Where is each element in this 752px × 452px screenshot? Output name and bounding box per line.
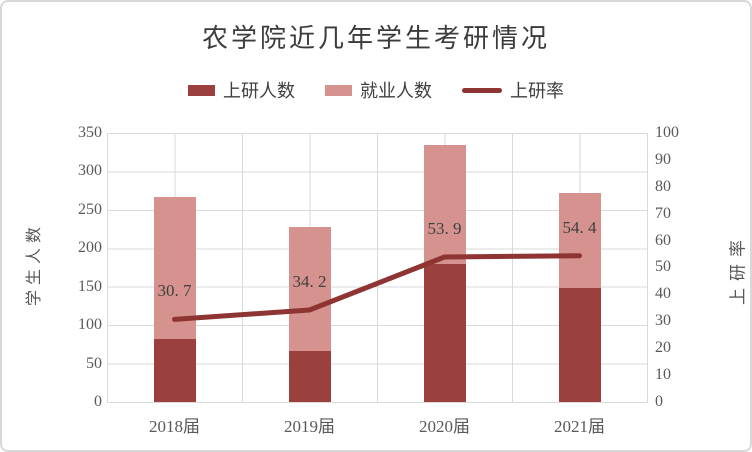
right-tick-label: 50 <box>655 258 671 276</box>
pink-bar-swatch-icon <box>325 84 352 96</box>
bar-segment-上研人数-2018届 <box>153 338 196 402</box>
data-label-2018届: 30. 7 <box>157 281 192 301</box>
legend-item-shangyan-lv: 上研率 <box>462 77 564 103</box>
right-tick-label: 0 <box>655 392 663 410</box>
left-tick-label: 150 <box>78 277 102 295</box>
data-label-2019届: 34. 2 <box>292 272 327 291</box>
x-tick-label: 2019届 <box>284 417 335 436</box>
legend: 上研人数 就业人数 上研率 <box>2 78 750 102</box>
left-tick-label: 300 <box>78 162 102 180</box>
right-tick-label: 60 <box>655 231 671 249</box>
bar-segment-上研人数-2020届 <box>423 263 466 402</box>
left-tick-label: 250 <box>78 200 102 218</box>
left-tick-label: 50 <box>86 354 102 372</box>
legend-label: 就业人数 <box>360 81 432 101</box>
right-tick-label: 80 <box>655 177 671 195</box>
line-swatch-icon <box>462 87 502 93</box>
data-label-2021届: 54. 4 <box>562 217 597 237</box>
right-axis-title: 上研率 <box>728 233 748 305</box>
x-tick-label: 2018届 <box>149 417 200 436</box>
x-tick-label: 2021届 <box>554 417 605 436</box>
right-tick-label: 40 <box>655 285 671 303</box>
right-tick-label: 30 <box>655 312 671 330</box>
right-tick-label: 90 <box>655 150 671 168</box>
bar-segment-就业人数-2019届 <box>288 226 331 351</box>
left-tick-label: 100 <box>78 316 102 334</box>
bar-segment-上研人数-2021届 <box>558 288 601 402</box>
x-tick-label: 2020届 <box>419 417 470 436</box>
plot-area: 30. 7 34. 2 53. 9 54. 4 <box>107 133 648 403</box>
dark-bar-swatch-icon <box>188 84 215 96</box>
legend-item-jiuye-renshu: 就业人数 <box>325 77 432 103</box>
bar-segment-上研人数-2019届 <box>288 350 331 402</box>
legend-item-shangyan-renshu: 上研人数 <box>188 77 295 103</box>
right-tick-label: 10 <box>655 366 671 384</box>
left-tick-label: 350 <box>78 124 102 141</box>
rate-line <box>172 253 582 322</box>
legend-label: 上研人数 <box>223 81 295 101</box>
x-axis-ticks: 2018届 2019届 2020届 2021届 <box>107 412 647 437</box>
bar-segment-就业人数-2020届 <box>423 145 466 264</box>
right-axis-ticks: 100 90 80 70 60 50 40 30 20 10 0 <box>655 123 695 412</box>
left-axis-ticks: 350 300 250 200 150 100 50 0 <box>58 123 102 412</box>
left-tick-label: 200 <box>78 239 102 257</box>
bar-segment-就业人数-2021届 <box>558 192 601 289</box>
data-label-2020届: 53. 9 <box>427 219 462 238</box>
right-tick-label: 100 <box>655 124 679 141</box>
bar-segment-就业人数-2018届 <box>153 196 196 339</box>
left-tick-label: 0 <box>94 392 102 410</box>
left-axis-title: 学生人数 <box>26 221 43 307</box>
right-tick-label: 20 <box>655 339 671 357</box>
legend-label: 上研率 <box>510 81 564 101</box>
chart-title: 农学院近几年学生考研情况 <box>201 24 550 53</box>
right-tick-label: 70 <box>655 204 671 222</box>
